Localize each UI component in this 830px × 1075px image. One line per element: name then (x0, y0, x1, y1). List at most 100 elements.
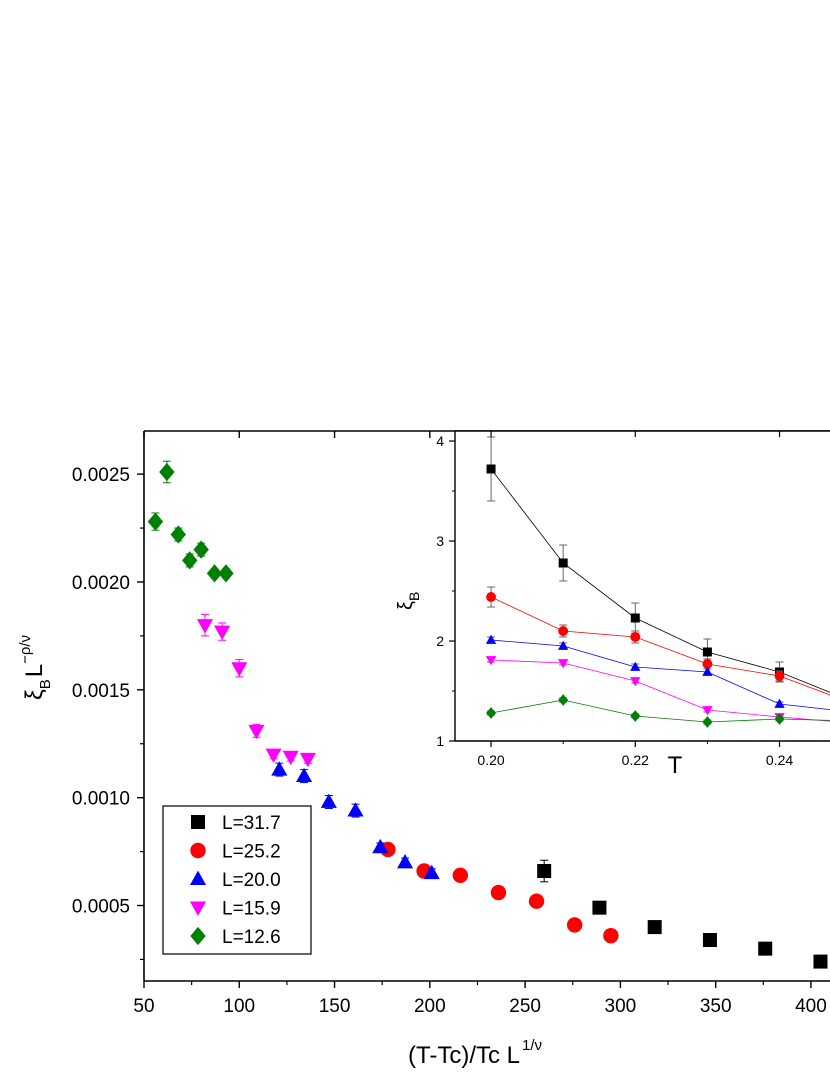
inset-series-line (490, 699, 830, 723)
main-series-circle (380, 841, 619, 944)
main-data-point (193, 540, 209, 559)
inset-data-point (702, 647, 712, 657)
inset-series-line (490, 468, 830, 693)
legend: L=31.7 L=25.2 L=20.0 L=15.9 L=12.6 (162, 805, 312, 955)
x-axis-title: (T-Tc)/Tc L (408, 1042, 520, 1069)
main-series-triangle-down (196, 613, 316, 768)
inset-y-tick-label: 3 (436, 533, 444, 549)
main-plot: 50 100 150 200 250 300 350 400 0.0005 0.0010 0.001… (72, 430, 830, 1017)
y-axis-title-exponent: −ρ/ν (17, 635, 34, 664)
main-data-point (758, 941, 773, 956)
svg-text:ξB: ξB (395, 592, 422, 610)
main-data-point (206, 564, 223, 583)
inset-data-point (486, 592, 497, 602)
inset-data-point (630, 613, 640, 623)
main-data-point (592, 900, 607, 915)
y-tick-label: 0.0015 (72, 681, 130, 702)
main-ticks: 50 100 150 200 250 300 350 400 0.0005 0.0010 0.001… (72, 431, 827, 1017)
inset-x-tick-label: 0.22 (622, 752, 649, 768)
inset-data-point (702, 659, 713, 669)
x-tick-label: 200 (414, 996, 446, 1017)
inset-y-tick-label: 1 (436, 733, 444, 749)
inset-data-point (630, 710, 641, 722)
inset-y-tick-label: 2 (436, 633, 444, 649)
y-axis-title-L: L (21, 664, 48, 677)
x-tick-label: 100 (223, 996, 255, 1017)
inset-series (485, 436, 830, 728)
main-data-point (159, 462, 175, 482)
main-data-point (347, 802, 364, 817)
inset-y-axis-title-xi: ξ (395, 601, 417, 610)
main-data-point (813, 954, 828, 969)
y-tick-label: 0.0010 (72, 789, 130, 810)
inset-data-point (557, 659, 569, 669)
y-tick-label: 0.0020 (72, 573, 130, 594)
x-tick-label: 300 (605, 996, 637, 1017)
main-series (147, 460, 828, 969)
main-data-point (271, 761, 288, 776)
inset-x-tick-label: 0.20 (477, 752, 504, 768)
legend-marker (189, 901, 207, 916)
x-tick-label: 350 (700, 996, 732, 1017)
inset-data-point (702, 716, 713, 728)
main-data-point (214, 625, 231, 640)
inset-data-point (486, 464, 496, 474)
main-data-point (231, 662, 248, 677)
main-data-point (452, 867, 469, 884)
legend-marker (191, 815, 205, 829)
x-tick-label: 400 (795, 996, 827, 1017)
main-series-diamond (147, 460, 234, 583)
inset-data-point (702, 666, 713, 676)
x-tick-label: 150 (319, 996, 351, 1017)
inset-x-axis-title: T (668, 752, 683, 779)
inset-data-point (774, 671, 785, 681)
legend-label: L=15.9 (222, 899, 281, 920)
legend-marker (189, 870, 207, 885)
inset-y-axis-title-sub: B (406, 592, 422, 601)
legend-label: L=20.0 (222, 870, 281, 891)
x-tick-label: 250 (509, 996, 541, 1017)
legend-label: L=31.7 (222, 813, 281, 834)
y-axis-title-sub: B (37, 679, 54, 689)
inset-axes (454, 430, 830, 742)
main-data-point (490, 884, 507, 901)
main-data-point (380, 841, 396, 858)
main-data-point (537, 864, 552, 878)
main-data-point (647, 920, 662, 935)
main-data-point (397, 853, 414, 869)
x-axis-title-exponent: 1/ν (522, 1037, 542, 1054)
inset-data-point (557, 640, 569, 650)
legend-marker (190, 926, 206, 946)
inset-y-axis-title: ξB (395, 592, 422, 610)
main-data-point (566, 917, 583, 933)
main-series-square (537, 859, 828, 969)
y-tick-label: 0.0005 (72, 897, 130, 918)
inset-series-triangle-up (485, 634, 830, 711)
inset-data-point (774, 698, 785, 708)
main-series-triangle-up (271, 761, 440, 880)
inset-series-line (491, 639, 830, 711)
main-data-point (282, 750, 299, 766)
inset-data-point (630, 661, 641, 671)
inset-data-point (774, 713, 785, 725)
inset-data-point (630, 677, 641, 687)
legend-label: L=12.6 (222, 927, 281, 948)
inset-series-line (490, 596, 830, 696)
main-data-point (147, 512, 164, 531)
inset-ticks: 0.20 0.22 0.24 1 2 3 4 (436, 431, 793, 768)
main-data-point (603, 928, 619, 944)
inset-x-tick-label: 0.24 (766, 752, 793, 768)
main-data-point (248, 724, 265, 740)
main-data-point (528, 893, 545, 909)
legend-marker (190, 842, 206, 859)
inset-data-point (558, 694, 569, 706)
inset-series-line (491, 659, 830, 722)
y-tick-label: 0.0025 (72, 465, 130, 486)
y-axis-title-xi: ξ (21, 689, 48, 700)
inset-data-point (702, 706, 713, 716)
main-data-point (265, 748, 282, 763)
main-data-point (702, 933, 717, 948)
main-data-point (299, 752, 316, 768)
y-axis-title: ξBL−ρ/ν (17, 635, 54, 700)
